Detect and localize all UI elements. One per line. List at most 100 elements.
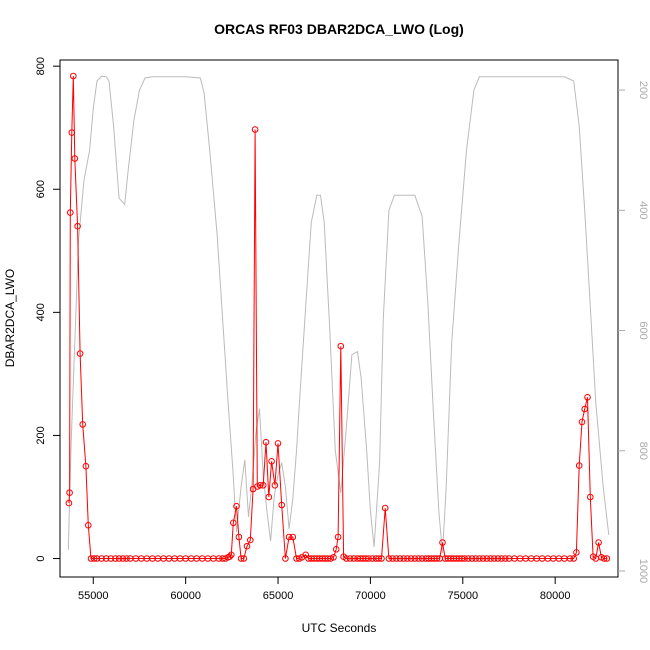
y-tick-label: 800 — [35, 57, 47, 75]
data-point — [119, 555, 127, 562]
data-point — [74, 222, 81, 230]
data-point — [396, 555, 404, 562]
data-point — [581, 405, 589, 413]
data-point — [233, 502, 240, 510]
data-point — [389, 555, 396, 562]
data-point — [407, 555, 415, 562]
right-y-tick-label: 800 — [637, 442, 649, 460]
right-y-tick-label: 1000 — [637, 559, 649, 583]
data-point — [259, 482, 267, 489]
data-point — [65, 499, 73, 507]
data-point — [289, 533, 297, 541]
data-point — [123, 555, 130, 562]
x-tick-label: 60000 — [170, 590, 201, 602]
data-point — [230, 519, 237, 527]
data-point — [385, 555, 393, 562]
data-point — [70, 72, 77, 80]
data-point — [365, 555, 372, 562]
data-point — [411, 555, 419, 562]
x-tick-label: 80000 — [540, 590, 571, 602]
data-point — [479, 555, 487, 562]
right-y-axis: 200 400 600 800 1000 — [618, 81, 649, 583]
data-point — [343, 555, 350, 562]
x-tick-label: 55000 — [78, 590, 109, 602]
y-tick-label: 600 — [35, 180, 47, 198]
data-point — [334, 533, 342, 541]
data-point — [330, 554, 337, 561]
series-layer — [65, 72, 611, 562]
data-point — [102, 555, 110, 562]
data-point — [400, 555, 408, 562]
y-tick-label: 0 — [35, 555, 47, 561]
data-point — [465, 555, 472, 562]
data-point — [240, 555, 248, 562]
data-point — [71, 155, 79, 162]
data-point — [237, 555, 245, 562]
data-point — [215, 555, 223, 562]
data-point — [472, 555, 480, 562]
data-point — [256, 482, 264, 489]
data-point — [483, 555, 491, 562]
data-point — [461, 555, 468, 562]
data-point — [247, 536, 254, 544]
data-point — [85, 522, 92, 529]
x-tick-label: 70000 — [355, 590, 386, 602]
right-y-tick-label: 200 — [637, 81, 649, 99]
data-point — [107, 555, 115, 562]
data-point — [278, 501, 286, 509]
data-point — [587, 493, 594, 501]
data-point — [274, 440, 282, 447]
data-point — [243, 542, 251, 550]
data-point — [476, 555, 483, 562]
data-point — [369, 555, 376, 562]
data-point — [337, 342, 345, 350]
data-point — [265, 493, 273, 501]
data-point — [79, 421, 86, 428]
data-point — [490, 555, 498, 562]
x-tick-label: 65000 — [263, 590, 294, 602]
x-tick-label: 75000 — [447, 590, 478, 602]
data-point — [458, 555, 466, 562]
data-point — [93, 555, 101, 562]
data-point — [66, 489, 73, 497]
y-axis-label: DBAR2DCA_LWO — [3, 269, 17, 367]
data-point — [115, 555, 123, 562]
data-point — [262, 438, 270, 446]
data-point — [82, 462, 90, 470]
data-point — [415, 555, 422, 562]
series-line — [68, 75, 607, 560]
right-y-tick-label: 400 — [637, 201, 649, 219]
data-point — [502, 555, 509, 562]
data-point — [584, 394, 591, 401]
data-point — [362, 555, 370, 562]
data-point — [468, 555, 476, 562]
x-axis: 55000 60000 65000 70000 75000 80000 — [78, 577, 571, 602]
data-point — [375, 555, 383, 562]
data-point — [90, 555, 98, 562]
data-point — [68, 129, 76, 136]
data-point — [494, 555, 502, 562]
data-point — [228, 551, 235, 559]
data-point — [282, 555, 289, 562]
data-point — [251, 126, 259, 133]
data-point — [378, 555, 385, 562]
data-point — [67, 209, 74, 216]
data-point — [566, 555, 574, 562]
data-point — [570, 555, 578, 562]
data-point — [603, 555, 611, 562]
data-point — [226, 553, 233, 561]
data-point — [112, 555, 119, 562]
data-point — [235, 533, 243, 541]
data-point — [433, 555, 441, 562]
data-point — [332, 546, 340, 553]
data-point — [285, 533, 293, 541]
data-point — [404, 555, 411, 562]
y-tick-label: 200 — [35, 426, 47, 444]
data-point — [439, 539, 446, 546]
data-point — [487, 555, 494, 562]
data-point — [76, 350, 84, 357]
data-point — [600, 555, 608, 562]
data-point — [381, 504, 389, 512]
data-point — [268, 458, 275, 465]
